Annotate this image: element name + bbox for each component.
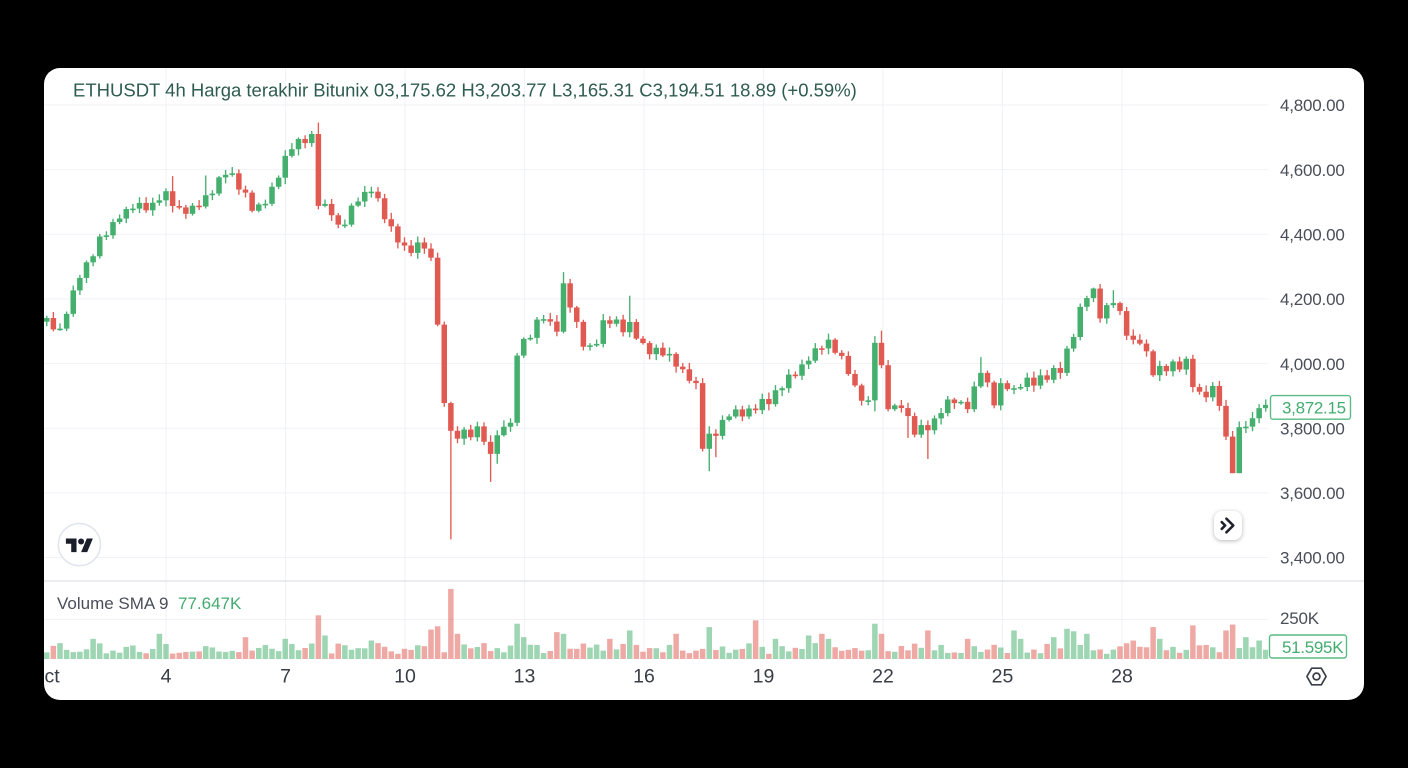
svg-text:19: 19	[753, 666, 775, 688]
svg-text:51.595K: 51.595K	[1282, 638, 1344, 657]
svg-text:4,200.00: 4,200.00	[1280, 290, 1345, 309]
svg-text:3,800.00: 3,800.00	[1280, 419, 1345, 438]
svg-text:25: 25	[992, 666, 1014, 688]
svg-text:4,400.00: 4,400.00	[1280, 226, 1345, 245]
svg-text:28: 28	[1111, 666, 1133, 688]
svg-text:16: 16	[633, 666, 655, 688]
svg-text:3,872.15: 3,872.15	[1282, 399, 1346, 418]
svg-text:13: 13	[514, 666, 536, 688]
svg-text:77.647K: 77.647K	[178, 594, 242, 613]
svg-text:4,600.00: 4,600.00	[1280, 161, 1345, 180]
svg-text:3,400.00: 3,400.00	[1280, 549, 1345, 568]
svg-text:10: 10	[394, 666, 416, 688]
svg-text:4,000.00: 4,000.00	[1280, 355, 1345, 374]
svg-text:Volume SMA 9: Volume SMA 9	[57, 594, 169, 613]
svg-text:ETHUSDT 4h Harga terakhir Bitu: ETHUSDT 4h Harga terakhir Bitunix 03,175…	[73, 80, 857, 101]
svg-text:250K: 250K	[1280, 609, 1320, 628]
svg-text:4: 4	[161, 666, 172, 688]
svg-text:Oct: Oct	[44, 666, 60, 688]
svg-text:3,600.00: 3,600.00	[1280, 484, 1345, 503]
svg-text:4,800.00: 4,800.00	[1280, 96, 1345, 115]
svg-text:7: 7	[280, 666, 291, 688]
svg-text:22: 22	[872, 666, 894, 688]
